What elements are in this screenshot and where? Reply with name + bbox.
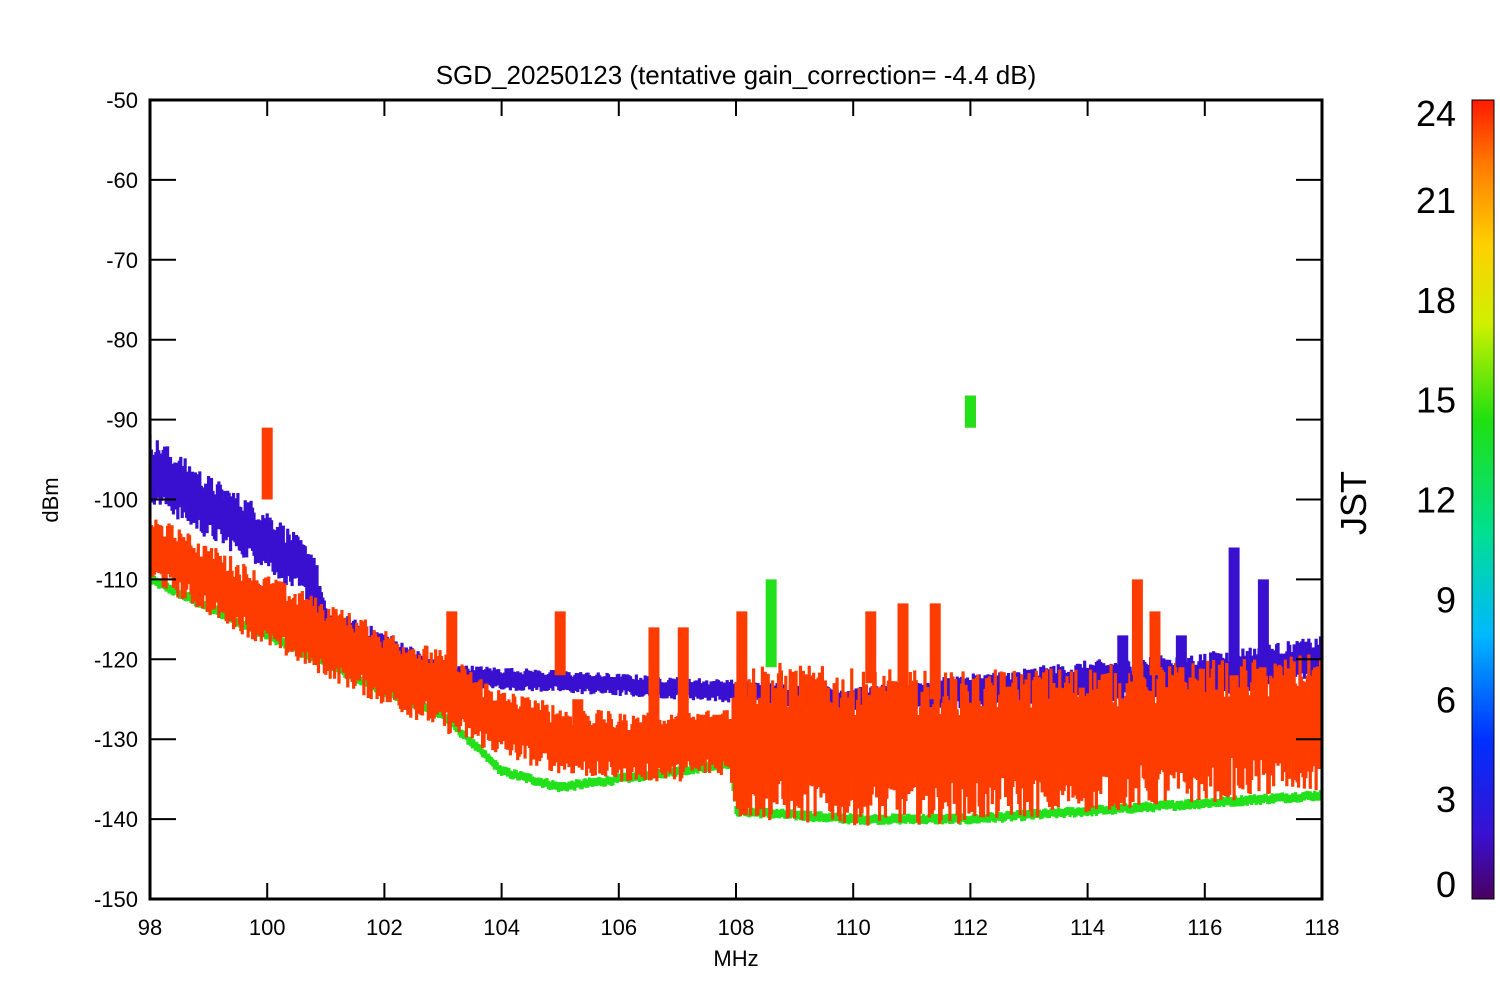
y-axis: -50 -60 -70 -80 -90 -100 -110 -120 -130 -140 -150 bbox=[94, 88, 1322, 912]
y-tick-label: -130 bbox=[94, 727, 138, 752]
x-tick-label: 106 bbox=[600, 915, 637, 940]
colorbar-tick-label: 3 bbox=[1436, 779, 1456, 820]
y-tick-label: -110 bbox=[96, 567, 138, 592]
y-tick-label: -60 bbox=[106, 168, 138, 193]
y-tick-label: -150 bbox=[94, 887, 138, 912]
y-tick-label: -120 bbox=[94, 647, 138, 672]
x-axis: 98 100 102 104 106 108 110 112 114 116 118 bbox=[138, 100, 1340, 940]
colorbar-ticks: 0 3 6 9 12 15 18 21 24 bbox=[1416, 93, 1456, 905]
x-axis-label: MHz bbox=[713, 946, 758, 971]
colorbar-tick-label: 24 bbox=[1416, 93, 1456, 134]
colorbar-label: JST bbox=[1333, 471, 1374, 535]
x-tick-label: 108 bbox=[718, 915, 755, 940]
x-tick-label: 100 bbox=[249, 915, 286, 940]
x-tick-label: 110 bbox=[836, 915, 871, 940]
colorbar-tick-label: 0 bbox=[1436, 864, 1456, 905]
colorbar-tick-label: 15 bbox=[1416, 380, 1456, 421]
colorbar bbox=[1471, 99, 1495, 900]
x-tick-label: 116 bbox=[1187, 915, 1222, 940]
x-tick-label: 112 bbox=[953, 915, 988, 940]
y-tick-label: -80 bbox=[106, 328, 138, 353]
colorbar-tick-label: 9 bbox=[1436, 579, 1456, 620]
x-tick-label: 98 bbox=[138, 915, 162, 940]
x-tick-label: 118 bbox=[1304, 915, 1339, 940]
colorbar-tick-label: 21 bbox=[1416, 180, 1456, 221]
y-axis-label: dBm bbox=[38, 477, 63, 522]
y-tick-label: -50 bbox=[106, 88, 138, 113]
x-tick-label: 104 bbox=[483, 915, 520, 940]
x-tick-label: 114 bbox=[1070, 915, 1105, 940]
colorbar-tick-label: 18 bbox=[1416, 280, 1456, 321]
x-tick-label: 102 bbox=[366, 915, 403, 940]
y-tick-label: -140 bbox=[94, 807, 138, 832]
data-layer bbox=[150, 395, 1322, 826]
spike-group bbox=[261, 395, 1269, 756]
series-jst-23 bbox=[150, 519, 1322, 826]
y-tick-label: -70 bbox=[106, 248, 138, 273]
chart-title: SGD_20250123 (tentative gain_correction=… bbox=[436, 60, 1037, 90]
y-tick-label: -100 bbox=[94, 488, 138, 513]
y-tick-label: -90 bbox=[106, 408, 138, 433]
colorbar-tick-label: 6 bbox=[1436, 679, 1456, 720]
colorbar-tick-label: 12 bbox=[1416, 480, 1456, 521]
